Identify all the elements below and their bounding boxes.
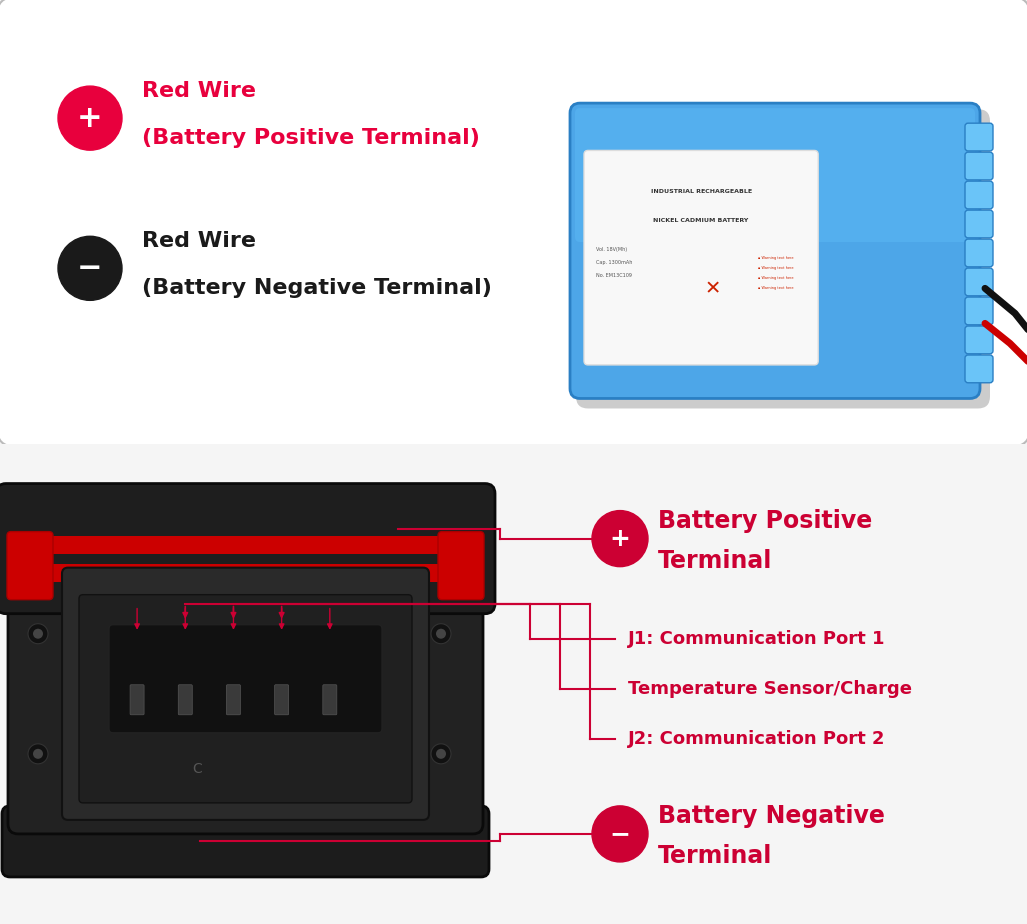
FancyBboxPatch shape (62, 567, 429, 820)
FancyBboxPatch shape (965, 355, 993, 383)
Circle shape (436, 748, 446, 759)
Circle shape (33, 628, 43, 638)
FancyBboxPatch shape (227, 685, 240, 715)
Text: Vol. 18V(Mh): Vol. 18V(Mh) (596, 247, 627, 252)
FancyBboxPatch shape (109, 625, 382, 733)
Text: Battery Positive: Battery Positive (658, 508, 872, 532)
FancyBboxPatch shape (179, 685, 192, 715)
FancyBboxPatch shape (570, 103, 980, 398)
FancyBboxPatch shape (274, 685, 289, 715)
Text: INDUSTRIAL RECHARGEABLE: INDUSTRIAL RECHARGEABLE (650, 189, 752, 194)
Text: Temperature Sensor/Charge: Temperature Sensor/Charge (627, 680, 912, 698)
FancyBboxPatch shape (438, 531, 484, 600)
Circle shape (58, 86, 122, 151)
Text: (Battery Negative Terminal): (Battery Negative Terminal) (142, 278, 492, 298)
Text: C: C (192, 762, 201, 776)
Text: +: + (610, 527, 631, 551)
FancyBboxPatch shape (576, 109, 990, 408)
FancyBboxPatch shape (965, 297, 993, 325)
Text: −: − (609, 822, 631, 845)
FancyBboxPatch shape (965, 326, 993, 354)
Text: +: + (77, 103, 103, 133)
Circle shape (431, 624, 451, 644)
Text: ▪ Warning text here: ▪ Warning text here (758, 256, 793, 260)
FancyBboxPatch shape (79, 595, 412, 803)
Circle shape (592, 511, 648, 566)
FancyBboxPatch shape (965, 210, 993, 237)
FancyBboxPatch shape (130, 685, 144, 715)
Circle shape (436, 628, 446, 638)
Circle shape (592, 806, 648, 862)
Text: J2: Communication Port 2: J2: Communication Port 2 (627, 730, 885, 748)
FancyBboxPatch shape (0, 483, 495, 614)
Text: NICKEL CADMIUM BATTERY: NICKEL CADMIUM BATTERY (653, 218, 749, 223)
Text: ▪ Warning text here: ▪ Warning text here (758, 275, 793, 280)
FancyBboxPatch shape (575, 108, 975, 242)
Circle shape (431, 744, 451, 764)
Text: −: − (77, 254, 103, 283)
FancyBboxPatch shape (11, 536, 480, 553)
Text: ▪ Warning text here: ▪ Warning text here (758, 266, 793, 270)
FancyBboxPatch shape (965, 152, 993, 180)
Text: Terminal: Terminal (658, 844, 772, 868)
Text: Terminal: Terminal (658, 549, 772, 573)
FancyBboxPatch shape (7, 531, 53, 600)
FancyBboxPatch shape (322, 685, 337, 715)
FancyBboxPatch shape (965, 268, 993, 296)
FancyBboxPatch shape (8, 489, 483, 833)
FancyBboxPatch shape (965, 181, 993, 209)
Text: Red Wire: Red Wire (142, 81, 256, 101)
FancyBboxPatch shape (0, 0, 1027, 446)
Circle shape (28, 624, 48, 644)
Text: Red Wire: Red Wire (142, 231, 256, 251)
Text: J1: Communication Port 1: J1: Communication Port 1 (627, 630, 885, 648)
FancyBboxPatch shape (584, 151, 819, 365)
FancyBboxPatch shape (965, 239, 993, 267)
Text: No. EM13C109: No. EM13C109 (596, 273, 632, 278)
Text: Cap. 1300mAh: Cap. 1300mAh (596, 260, 633, 265)
Text: ▪ Warning text here: ▪ Warning text here (758, 286, 793, 290)
FancyBboxPatch shape (965, 123, 993, 151)
Circle shape (28, 744, 48, 764)
Text: ✕: ✕ (705, 279, 721, 298)
Text: (Battery Positive Terminal): (Battery Positive Terminal) (142, 128, 480, 148)
FancyBboxPatch shape (2, 806, 489, 877)
Text: Battery Negative: Battery Negative (658, 804, 885, 828)
FancyBboxPatch shape (11, 564, 480, 582)
Circle shape (58, 237, 122, 300)
Circle shape (33, 748, 43, 759)
